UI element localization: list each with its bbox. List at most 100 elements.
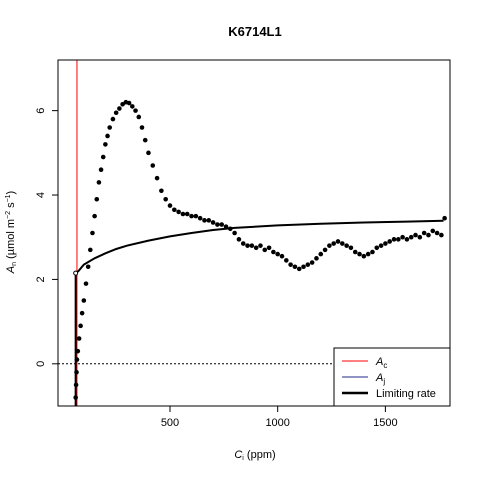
data-point xyxy=(240,241,246,246)
data-point xyxy=(442,215,447,221)
data-point xyxy=(408,234,414,240)
data-point xyxy=(271,249,276,255)
data-point xyxy=(413,232,418,238)
chart-title: K6714L1 xyxy=(228,24,281,39)
data-point xyxy=(142,137,148,143)
data-point xyxy=(90,230,95,236)
data-point xyxy=(426,232,431,238)
data-point xyxy=(96,180,102,185)
data-point xyxy=(378,243,384,248)
data-point xyxy=(150,163,156,168)
data-point xyxy=(249,243,255,248)
data-point xyxy=(228,226,233,232)
data-point xyxy=(76,336,82,341)
y-axis-title: An (µmol m−2 s−1) xyxy=(5,191,18,274)
data-point xyxy=(314,256,319,261)
x-tick-label: 500 xyxy=(161,417,179,429)
data-point xyxy=(439,232,444,238)
data-point xyxy=(361,253,367,259)
data-point xyxy=(223,224,229,229)
data-point xyxy=(383,241,388,246)
data-point xyxy=(107,125,112,130)
legend-label: Ac xyxy=(375,356,387,370)
data-point xyxy=(202,218,207,223)
plot-area xyxy=(58,60,450,406)
data-point xyxy=(94,196,100,202)
data-point xyxy=(417,234,423,240)
data-point xyxy=(78,323,83,329)
x-axis-title: Ci (ppm) xyxy=(234,449,275,462)
data-point xyxy=(163,196,168,202)
data-point xyxy=(126,100,132,106)
data-point xyxy=(74,357,80,362)
data-point xyxy=(113,110,119,116)
data-point xyxy=(130,104,135,109)
data-point xyxy=(288,262,293,267)
data-point xyxy=(98,167,104,173)
data-point xyxy=(159,188,164,194)
data-point xyxy=(245,243,250,248)
data-point xyxy=(421,230,427,236)
data-point xyxy=(172,207,177,213)
data-point xyxy=(275,251,280,257)
data-point xyxy=(296,266,302,272)
data-point xyxy=(404,237,410,242)
data-point xyxy=(85,264,91,270)
data-point xyxy=(167,203,173,208)
data-point xyxy=(110,116,116,122)
data-point xyxy=(344,243,349,248)
data-point xyxy=(206,218,212,223)
data-point xyxy=(391,237,397,242)
axes: 500 1000 1500 0 2 4 6 xyxy=(35,108,398,429)
data-point xyxy=(365,251,371,257)
data-point xyxy=(189,213,194,219)
data-point xyxy=(348,245,354,251)
data-point xyxy=(74,369,79,375)
data-point xyxy=(318,251,324,257)
data-point xyxy=(327,243,332,248)
data-point xyxy=(184,211,190,217)
y-tick-label: 2 xyxy=(35,276,47,282)
data-point xyxy=(430,228,436,234)
data-point xyxy=(335,239,341,244)
data-point xyxy=(193,213,199,219)
data-point xyxy=(400,234,405,240)
data-point xyxy=(262,247,268,253)
data-point xyxy=(75,348,81,354)
data-point xyxy=(309,260,315,265)
data-point xyxy=(236,237,242,242)
data-point xyxy=(279,253,285,259)
data-point xyxy=(219,222,224,227)
limiting-rate-curve xyxy=(75,219,444,274)
data-point xyxy=(258,243,263,248)
data-point xyxy=(79,310,85,316)
data-point xyxy=(154,175,160,181)
x-tick-label: 1000 xyxy=(265,417,289,429)
data-point xyxy=(357,251,362,257)
data-point xyxy=(146,150,151,156)
data-point xyxy=(81,298,87,303)
data-point xyxy=(88,247,93,253)
data-point xyxy=(100,154,106,160)
data-point xyxy=(352,249,358,255)
data-point xyxy=(139,125,145,130)
data-point xyxy=(434,230,440,236)
x-tick-label: 1500 xyxy=(373,417,397,429)
data-point xyxy=(73,395,78,400)
plot-frame xyxy=(57,59,451,407)
data-point xyxy=(396,237,401,242)
data-point xyxy=(215,222,220,227)
transition-point xyxy=(73,270,79,276)
data-point xyxy=(387,239,392,244)
legend: Ac Aj Limiting rate xyxy=(333,347,451,407)
data-point xyxy=(136,114,142,120)
data-point xyxy=(210,220,216,225)
data-point xyxy=(105,133,110,139)
data-point xyxy=(180,211,186,217)
data-point xyxy=(374,245,380,251)
data-point xyxy=(292,264,298,270)
legend-label: Aj xyxy=(375,372,385,386)
data-point xyxy=(133,108,138,113)
data-point xyxy=(176,209,181,215)
